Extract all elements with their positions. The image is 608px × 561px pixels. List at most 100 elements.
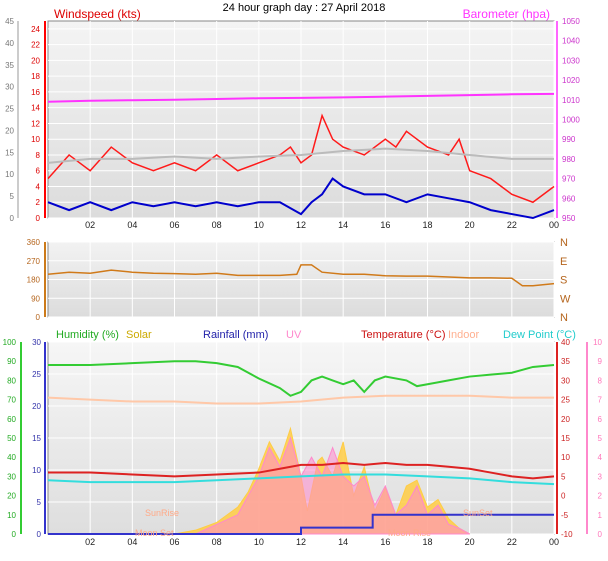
temperature-tick-label: 40 bbox=[561, 338, 570, 347]
temperature-tick-label: 15 bbox=[561, 434, 570, 443]
rain-tick-label: 5 bbox=[37, 498, 42, 507]
x-tick-label: 04 bbox=[127, 537, 137, 547]
x-tick-label: 10 bbox=[254, 220, 264, 230]
humidity-tick-label: 0 bbox=[12, 530, 17, 539]
x-tick-label: 14 bbox=[338, 537, 348, 547]
humidity-tick-label: 30 bbox=[7, 472, 16, 481]
barometer-tick-label: 1010 bbox=[562, 96, 580, 105]
uv-tick-label: 7 bbox=[598, 396, 603, 405]
barometer-tick-label: 1050 bbox=[562, 17, 580, 26]
x-tick-label: 02 bbox=[85, 537, 95, 547]
x-tick-label: 16 bbox=[380, 220, 390, 230]
wind-outer-tick: 30 bbox=[5, 83, 14, 92]
x-tick-label: 20 bbox=[465, 537, 475, 547]
temperature-tick-label: 10 bbox=[561, 453, 570, 462]
annotation-label: Moon Set bbox=[135, 528, 174, 538]
compass-tick-label: S bbox=[560, 275, 567, 287]
compass-tick-label: E bbox=[560, 256, 567, 268]
wind-direction-line bbox=[47, 264, 555, 287]
wind-outer-tick: 45 bbox=[5, 17, 14, 26]
barometer-tick-label: 950 bbox=[562, 214, 576, 223]
wind-tick-label: 10 bbox=[31, 135, 40, 144]
wind-tick-label: 16 bbox=[31, 88, 40, 97]
legend-indoor: Indoor bbox=[448, 329, 480, 341]
wind-tick-label: 4 bbox=[36, 182, 41, 191]
wind-tick-label: 22 bbox=[31, 41, 40, 50]
temperature-tick-label: -5 bbox=[561, 511, 569, 520]
uv-tick-label: 5 bbox=[598, 434, 603, 443]
wind-tick-label: 12 bbox=[31, 119, 40, 128]
x-tick-label: 12 bbox=[296, 537, 306, 547]
barometer-tick-label: 960 bbox=[562, 194, 576, 203]
temperature-tick-label: -10 bbox=[561, 530, 573, 539]
direction-tick-label: 0 bbox=[36, 313, 41, 322]
wind-tick-label: 14 bbox=[31, 104, 40, 113]
temperature-tick-label: 0 bbox=[561, 492, 566, 501]
temperature-tick-label: 20 bbox=[561, 415, 570, 424]
uv-tick-label: 1 bbox=[598, 511, 603, 520]
humidity-tick-label: 70 bbox=[7, 396, 16, 405]
wind-tick-label: 24 bbox=[31, 25, 40, 34]
x-tick-label: 22 bbox=[507, 537, 517, 547]
barometer-line bbox=[47, 92, 555, 103]
direction-tick-label: 180 bbox=[27, 276, 41, 285]
direction-tick-label: 360 bbox=[27, 238, 41, 247]
annotation-label: SunSet bbox=[463, 508, 493, 518]
temperature-tick-label: 25 bbox=[561, 396, 570, 405]
x-tick-label: 18 bbox=[422, 220, 432, 230]
rain-tick-label: 15 bbox=[32, 434, 41, 443]
dewpoint-line bbox=[47, 473, 555, 486]
temperature-line bbox=[48, 461, 555, 480]
x-tick-label: 14 bbox=[338, 220, 348, 230]
wind-outer-tick: 0 bbox=[10, 214, 15, 223]
x-tick-label: 00 bbox=[549, 220, 559, 230]
annotation-label: SunRise bbox=[145, 508, 179, 518]
uv-tick-label: 3 bbox=[598, 472, 603, 481]
barometer-tick-label: 990 bbox=[562, 135, 576, 144]
x-tick-label: 04 bbox=[127, 220, 137, 230]
barometer-tick-label: 1040 bbox=[562, 37, 580, 46]
rain-tick-label: 20 bbox=[32, 402, 41, 411]
compass-tick-label: N bbox=[560, 237, 568, 249]
humidity-line bbox=[48, 360, 555, 397]
humidity-tick-label: 40 bbox=[7, 453, 16, 462]
wind-outer-tick: 40 bbox=[5, 39, 14, 48]
uv-tick-label: 6 bbox=[598, 415, 603, 424]
humidity-tick-label: 90 bbox=[7, 357, 16, 366]
humidity-tick-label: 20 bbox=[7, 492, 16, 501]
wind-outer-tick: 15 bbox=[5, 148, 14, 157]
x-tick-label: 00 bbox=[549, 537, 559, 547]
x-tick-label: 10 bbox=[254, 537, 264, 547]
barometer-tick-label: 1020 bbox=[562, 76, 580, 85]
compass-tick-label: N bbox=[560, 312, 568, 324]
indoor-temperature-line bbox=[47, 394, 554, 405]
legend-rainfall: Rainfall (mm) bbox=[203, 329, 268, 341]
uv-tick-label: 9 bbox=[598, 357, 603, 366]
rain-tick-label: 10 bbox=[32, 466, 41, 475]
legend-humidity: Humidity (%) bbox=[56, 329, 119, 341]
temperature-tick-label: 35 bbox=[561, 357, 570, 366]
rainfall-line bbox=[48, 513, 554, 535]
x-tick-label: 08 bbox=[212, 537, 222, 547]
wind-outer-tick: 20 bbox=[5, 126, 14, 135]
x-tick-label: 06 bbox=[169, 537, 179, 547]
uv-tick-label: 0 bbox=[598, 530, 603, 539]
annotation-label: Moon Rise bbox=[388, 528, 431, 538]
wind-tick-label: 20 bbox=[31, 56, 40, 65]
temperature-tick-label: 30 bbox=[561, 376, 570, 385]
wind-outer-tick: 25 bbox=[5, 105, 14, 114]
wind-gust-line bbox=[47, 113, 555, 204]
x-tick-label: 02 bbox=[85, 220, 95, 230]
wind-tick-label: 18 bbox=[31, 72, 40, 81]
x-tick-label: 20 bbox=[465, 220, 475, 230]
wind-average-line bbox=[47, 147, 554, 164]
legend-temperature: Temperature (°C) bbox=[361, 329, 445, 341]
wind-tick-label: 8 bbox=[36, 151, 41, 160]
wind-outer-tick: 10 bbox=[5, 170, 14, 179]
barometer-tick-label: 980 bbox=[562, 155, 576, 164]
uv-tick-label: 4 bbox=[598, 453, 603, 462]
x-tick-label: 22 bbox=[507, 220, 517, 230]
barometer-axis-label: Barometer (hpa) bbox=[463, 7, 550, 21]
windspeed-axis-label: Windspeed (kts) bbox=[54, 7, 141, 21]
